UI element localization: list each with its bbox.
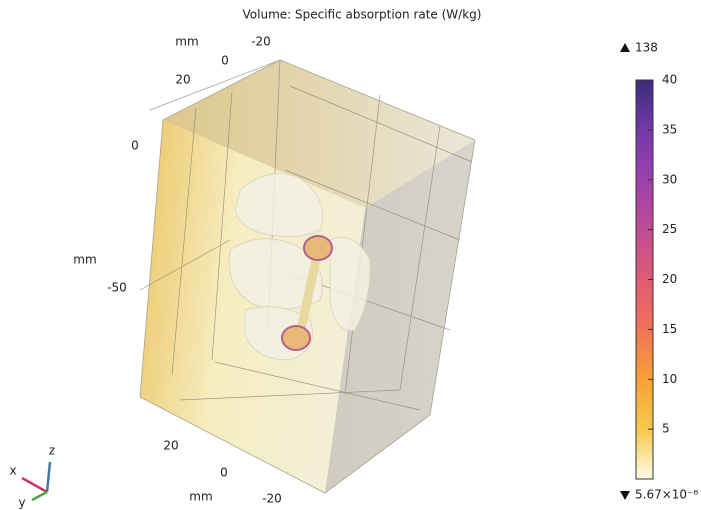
axis-unit: mm — [175, 35, 198, 49]
volume-box — [139, 59, 476, 494]
colorbar-tick-label: 15 — [662, 322, 677, 336]
axis-tick-label: 0 — [221, 54, 229, 68]
triad-label: z — [49, 444, 55, 458]
colorbar-tick-label: 40 — [662, 73, 677, 87]
axis-unit: mm — [189, 490, 212, 504]
triad — [21, 461, 52, 502]
axis-tick-label: 20 — [163, 439, 178, 453]
colorbar-tick-label: 25 — [662, 222, 677, 236]
axis-tick-label: 0 — [131, 139, 139, 153]
axis-tick-label: -20 — [251, 35, 271, 49]
colorbar-max: 138 — [635, 41, 658, 55]
colorbar-tick-label: 20 — [662, 272, 677, 286]
triad-label: x — [9, 464, 16, 478]
colorbar-tick-label: 10 — [662, 372, 677, 386]
triad-label: y — [18, 496, 25, 510]
axis-tick-label: -50 — [107, 281, 127, 295]
colorbar-tick-label: 35 — [662, 122, 677, 136]
colorbar-tick-label: 30 — [662, 172, 677, 186]
min-marker — [620, 491, 630, 500]
axis-unit: mm — [73, 253, 96, 267]
colorbar-min: 5.67×10⁻⁶ — [635, 488, 698, 502]
axis-tick-label: -20 — [262, 492, 282, 506]
colorbar-tick-label: 5 — [662, 422, 670, 436]
implant — [281, 235, 333, 351]
axis-tick-label: 20 — [175, 73, 190, 87]
max-marker — [620, 43, 630, 52]
axis-tick-label: 0 — [220, 466, 228, 480]
chart-title: Volume: Specific absorption rate (W/kg) — [243, 8, 482, 22]
